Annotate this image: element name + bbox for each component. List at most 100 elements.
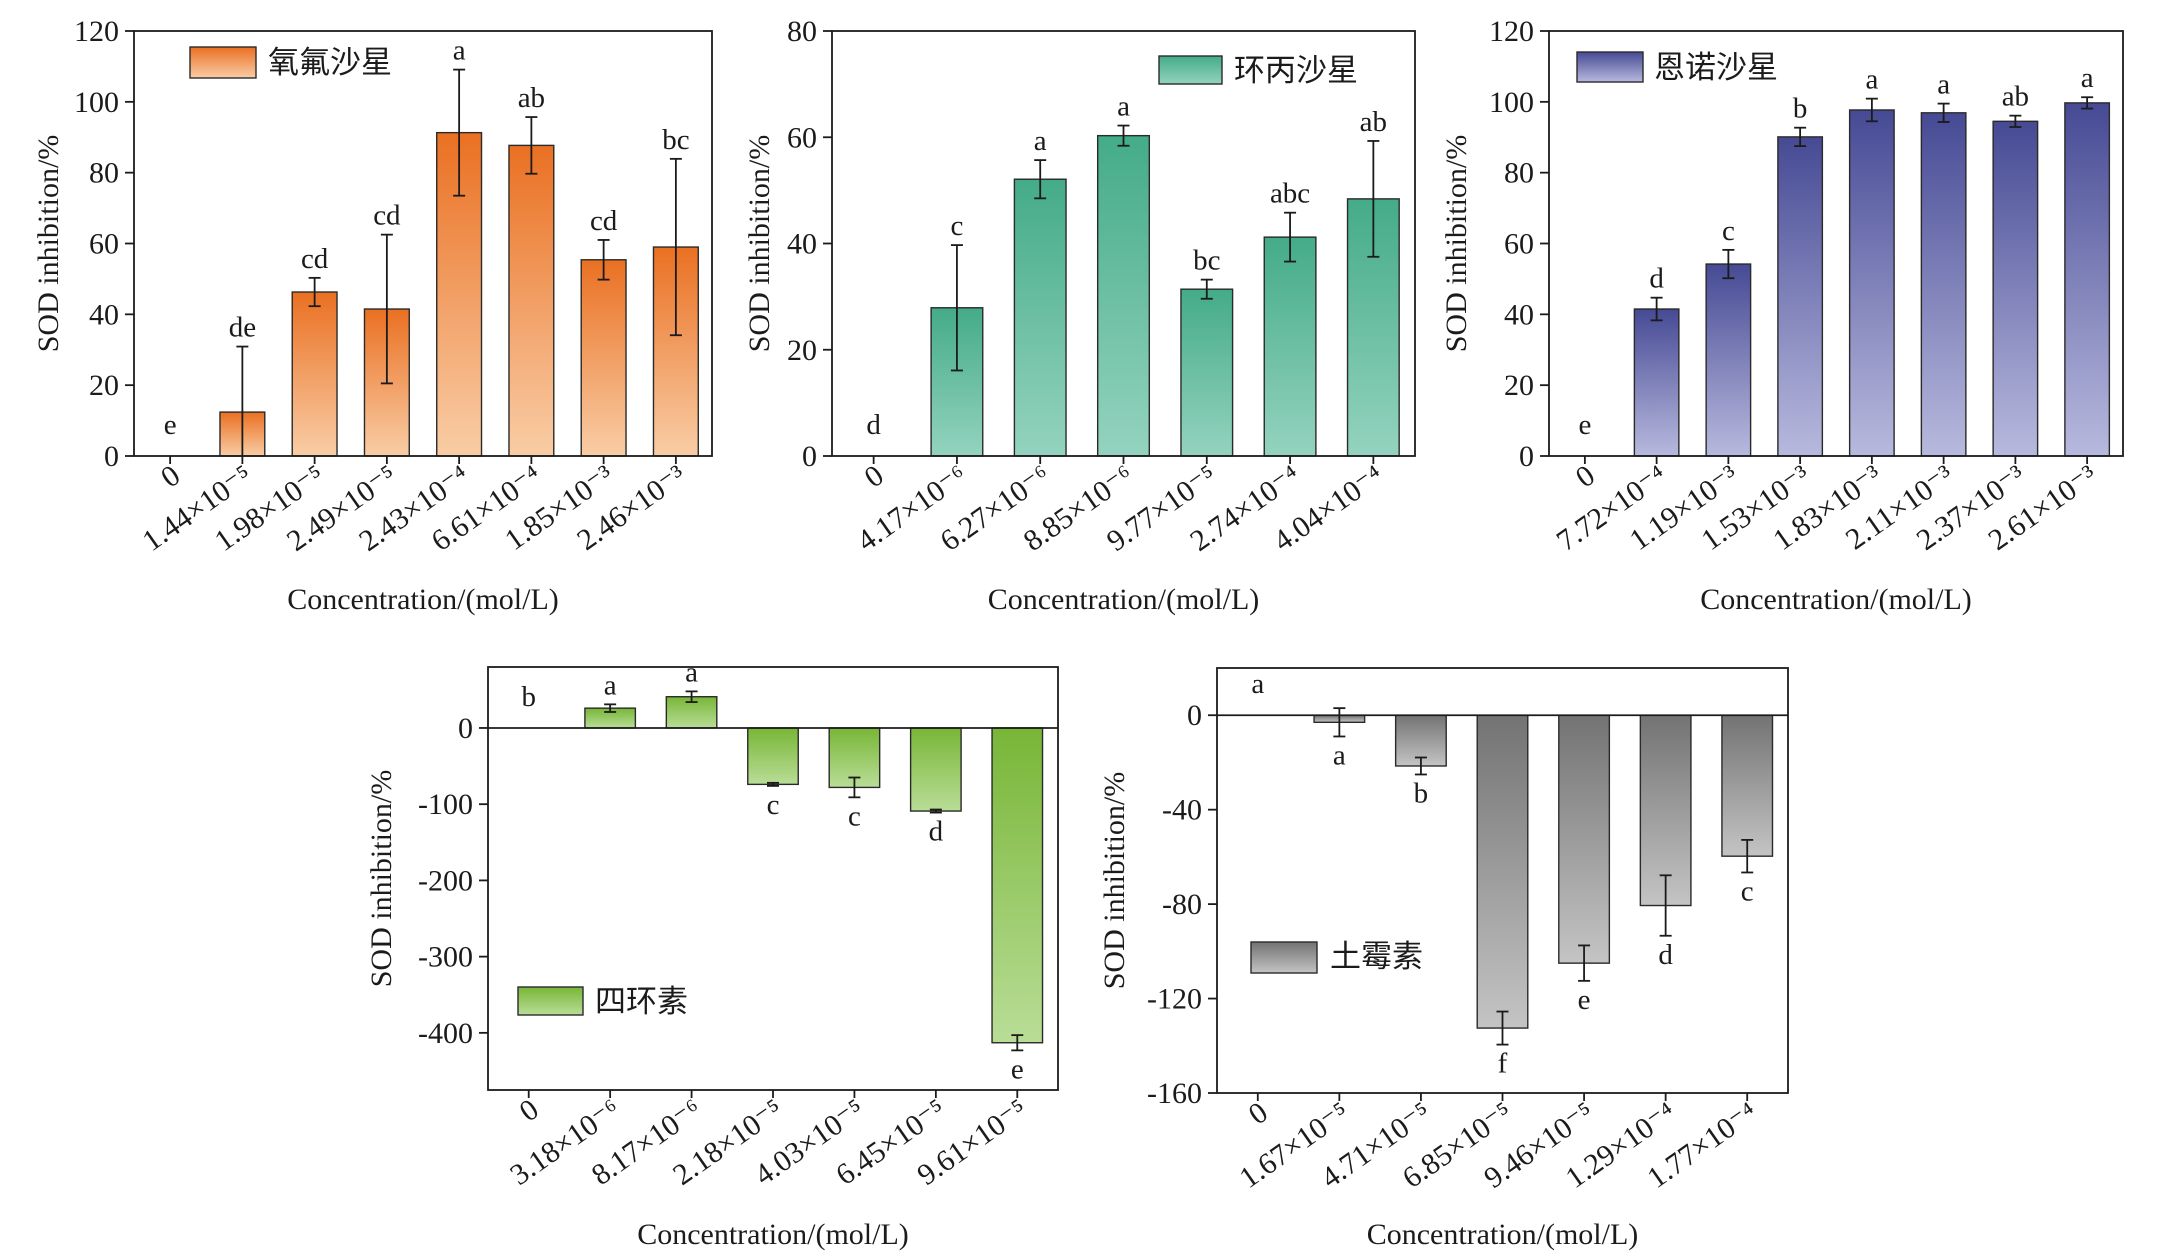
y-tick-label: 80 [89, 157, 119, 190]
significance-letter: c [1741, 875, 1754, 907]
bar-7 [580, 259, 627, 457]
significance-letter: b [521, 681, 536, 713]
bar-7 [1721, 714, 1774, 857]
error-bars [1333, 707, 1754, 1046]
y-axis-label: SOD inhibition/% [1098, 772, 1131, 990]
y-tick-label: 20 [787, 334, 817, 367]
legend-swatch [1576, 51, 1644, 83]
significance-letter: ab [2002, 81, 2029, 113]
y-axis-label: SOD inhibition/% [1440, 135, 1473, 353]
y-tick-label: 20 [1504, 369, 1534, 402]
significance-letter: a [604, 669, 617, 701]
plot-frame [133, 30, 713, 457]
bar-4 [1096, 134, 1151, 457]
bar-7 [1992, 120, 2039, 457]
significance-letter: d [866, 409, 881, 441]
significance-letter: a [1251, 668, 1264, 700]
y-axis-label: SOD inhibition/% [365, 770, 398, 988]
x-tick-label: 0 [1570, 459, 1601, 495]
legend-swatch [189, 46, 257, 79]
significance-letter: a [453, 35, 466, 67]
error-bars [236, 68, 682, 456]
x-axis-label: Concentration/(mol/L) [287, 583, 559, 616]
y-tick-label: 60 [1504, 228, 1534, 261]
bar-4 [1777, 136, 1824, 457]
legend-swatch [1158, 55, 1223, 85]
plot-frame [1548, 30, 2124, 457]
significance-letter: c [848, 800, 861, 832]
legend: 环丙沙星 [1158, 53, 1358, 89]
y-tick-label: -300 [418, 941, 473, 974]
legend: 氧氟沙星 [189, 45, 392, 81]
bar-5 [1558, 714, 1611, 964]
y-tick-label: 0 [458, 712, 473, 745]
chart-panel-2: 020406080dcaabcabcab04.17×10⁻⁶6.27×10⁻⁶8… [743, 15, 1416, 616]
y-axis-label: SOD inhibition/% [743, 135, 776, 353]
x-axis-label: Concentration/(mol/L) [1367, 1218, 1639, 1251]
significance-letter: e [1578, 984, 1591, 1016]
bars [1313, 714, 1774, 1029]
x-axis-label: Concentration/(mol/L) [1700, 583, 1972, 616]
significance-letter: de [229, 312, 256, 344]
significance-letter: a [2081, 62, 2094, 94]
bar-3 [1013, 178, 1067, 457]
y-tick-label: 40 [1504, 298, 1534, 331]
legend-label: 恩诺沙星 [1654, 50, 1778, 86]
legend-swatch [517, 986, 584, 1016]
bars [219, 131, 699, 457]
chart-panel-5: -160-120-80-400aabfedc01.67×10⁻⁵4.71×10⁻… [1098, 667, 1789, 1251]
significance-letter: c [767, 789, 780, 821]
y-tick-label: 0 [1187, 699, 1202, 732]
bar-6 [1639, 714, 1692, 907]
y-axis-label: SOD inhibition/% [32, 135, 65, 353]
y-tick-label: 60 [787, 121, 817, 154]
y-tick-label: 100 [74, 86, 119, 119]
bar-7 [991, 727, 1044, 1044]
x-tick-label: 0 [858, 459, 889, 495]
bar-2 [1633, 308, 1680, 457]
x-tick-label: 0 [155, 459, 186, 495]
legend: 恩诺沙星 [1576, 50, 1778, 86]
y-tick-label: 40 [89, 298, 119, 331]
significance-letter: b [1793, 93, 1808, 125]
significance-letter: c [950, 210, 963, 242]
y-tick-label: -120 [1147, 983, 1202, 1016]
y-tick-label: 0 [104, 440, 119, 473]
significance-letter: cd [373, 200, 401, 232]
y-tick-label: 60 [89, 228, 119, 261]
bar-3 [291, 291, 338, 457]
x-tick-label: 0 [1243, 1096, 1274, 1132]
bar-4 [1476, 714, 1529, 1029]
significance-letter: abc [1270, 178, 1310, 210]
legend-label: 四环素 [595, 984, 688, 1020]
y-tick-label: -40 [1162, 794, 1202, 827]
significance-letter: cd [301, 243, 329, 275]
y-tick-label: 100 [1489, 86, 1534, 119]
bar-3 [1705, 263, 1752, 457]
x-axis-label: Concentration/(mol/L) [637, 1218, 909, 1251]
significance-letter: a [685, 656, 698, 688]
error-bars [950, 124, 1380, 372]
bar-6 [508, 144, 555, 457]
legend-swatch [1250, 941, 1318, 974]
y-tick-label: 0 [802, 440, 817, 473]
significance-letter: a [1333, 739, 1346, 771]
bars [1633, 102, 2111, 457]
bars [930, 134, 1400, 457]
y-tick-label: 120 [74, 15, 119, 48]
x-tick-label: 0 [514, 1093, 545, 1129]
significance-letter: d [1658, 939, 1673, 971]
bar-4 [747, 727, 799, 786]
significance-letter: bc [1193, 245, 1220, 277]
y-tick-label: 40 [787, 228, 817, 261]
significance-letter: b [1414, 777, 1429, 809]
significance-letter: bc [662, 124, 689, 156]
y-tick-label: -100 [418, 788, 473, 821]
significance-letter: d [929, 816, 944, 848]
legend-label: 土霉素 [1330, 939, 1423, 975]
legend: 四环素 [517, 984, 688, 1020]
legend-label: 氧氟沙星 [268, 45, 392, 81]
significance-letter: e [164, 409, 177, 441]
